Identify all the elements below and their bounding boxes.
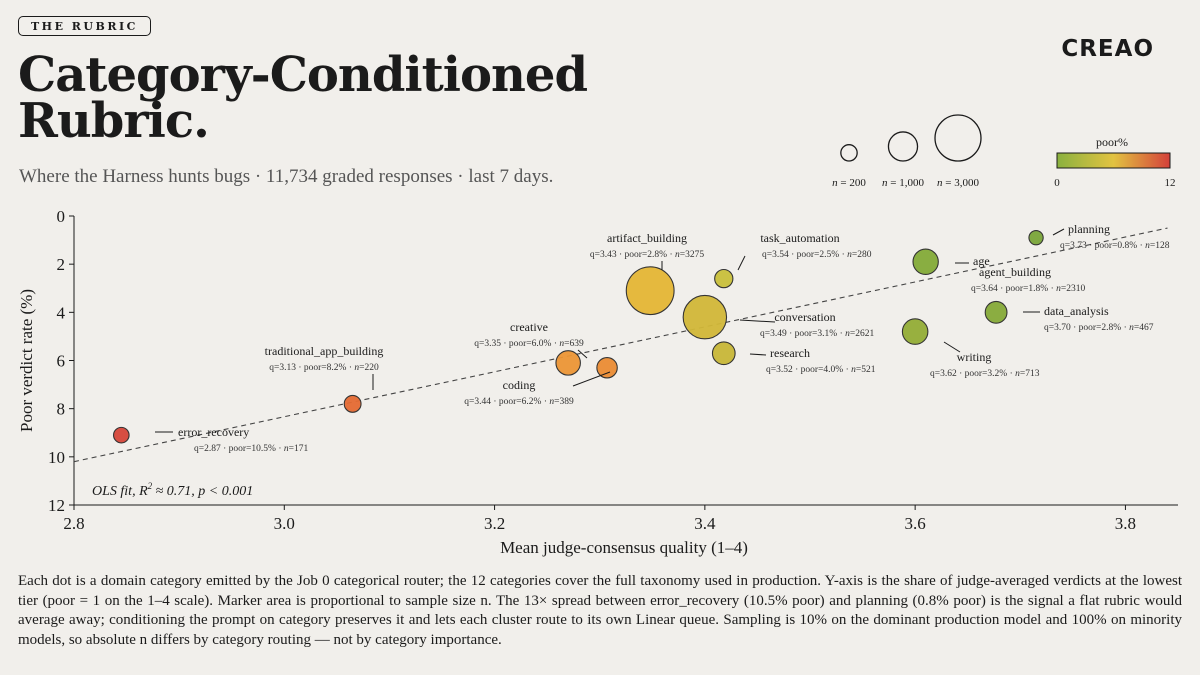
creao-logo: CREAO (1061, 36, 1154, 62)
stat-traditional-app-building: q=3.13 · poor=8.2% · n=220 (269, 363, 379, 373)
leader-conversation (739, 319, 776, 323)
leader-writing (943, 341, 961, 353)
point-traditional-app-building (343, 394, 362, 413)
label-age: age (973, 254, 990, 268)
label-artifact-building: artifact_building (607, 231, 687, 245)
label-data-analysis: data_analysis (1044, 304, 1109, 318)
point-coding (596, 356, 618, 379)
stat-coding: q=3.44 · poor=6.2% · n=389 (464, 397, 574, 407)
point-data-analysis (984, 300, 1008, 324)
label-agent-building: agent_building (979, 265, 1051, 279)
title-line-1: Category-Conditioned (18, 47, 588, 103)
legend-color-max: 12 (1165, 177, 1176, 189)
stat-agent-building: q=3.64 · poor=1.8% · n=2310 (971, 284, 1085, 294)
legend-size-label: n = 200 (832, 177, 866, 189)
label-coding: coding (503, 378, 536, 392)
stat-error-recovery: q=2.87 · poor=10.5% · n=171 (194, 444, 308, 454)
x-tick-label: 3.8 (1115, 514, 1136, 533)
leader-research (749, 353, 767, 356)
legend-color-min: 0 (1054, 177, 1060, 189)
stat-writing: q=3.62 · poor=3.2% · n=713 (930, 369, 1040, 379)
y-tick-label: 8 (57, 400, 66, 419)
label-creative: creative (510, 320, 548, 334)
rubric-badge: THE RUBRIC (18, 16, 151, 36)
y-tick-label: 2 (57, 255, 66, 274)
stat-conversation: q=3.49 · poor=3.1% · n=2621 (760, 329, 874, 339)
stat-planning: q=3.73 · poor=0.8% · n=128 (1060, 241, 1170, 251)
legend-size-circle (887, 131, 919, 162)
label-conversation: conversation (774, 310, 835, 324)
legend-color-bar (1056, 152, 1171, 169)
chart-axes: 2.8 3.0 3.2 3.4 3.6 3.8 0 2 4 6 8 10 12 Mean judge-co… (17, 207, 1178, 557)
stat-artifact-building: q=3.43 · poor=2.8% · n=3275 (590, 250, 704, 260)
point-artifact-building (625, 266, 675, 316)
legend: n = 200 n = 1,000 n = 3,000 poor% 0 12 (832, 114, 1176, 189)
stat-research: q=3.52 · poor=4.0% · n=521 (766, 365, 876, 375)
x-tick-label: 2.8 (63, 514, 84, 533)
x-tick-label: 3.6 (905, 514, 926, 533)
x-tick-label: 3.0 (274, 514, 295, 533)
label-writing: writing (957, 350, 992, 364)
y-axis-label: Poor verdict rate (%) (17, 289, 36, 432)
chart-caption: Each dot is a domain category emitted by… (18, 573, 1182, 648)
point-labels: error_recovery q=2.87 · poor=10.5% · n=17… (155, 222, 1170, 454)
legend-size-label: n = 3,000 (937, 177, 979, 189)
point-age (912, 248, 939, 275)
title-line-2: Rubric. (18, 93, 210, 149)
data-points (112, 229, 1044, 444)
leader-coding (572, 371, 611, 387)
legend-size-circle (840, 144, 858, 162)
stat-task-automation: q=3.54 · poor=2.5% · n=280 (762, 250, 872, 260)
legend-size-label: n = 1,000 (882, 177, 924, 189)
y-tick-label: 10 (48, 448, 65, 467)
point-creative (555, 350, 581, 376)
stat-data-analysis: q=3.70 · poor=2.8% · n=467 (1044, 323, 1154, 333)
y-tick-label: 0 (57, 207, 66, 226)
point-task-automation (714, 268, 734, 289)
label-research: research (770, 346, 810, 360)
page-subtitle: Where the Harness hunts bugs · 11,734 gr… (19, 166, 554, 187)
page-title: Category-Conditioned Rubric. (18, 47, 588, 149)
y-tick-label: 12 (48, 496, 65, 515)
x-tick-label: 3.2 (484, 514, 505, 533)
label-planning: planning (1068, 222, 1110, 236)
y-tick-label: 4 (57, 303, 66, 322)
x-tick-label: 3.4 (694, 514, 716, 533)
leader-creative (577, 349, 588, 359)
leader-planning (1052, 228, 1065, 236)
y-tick-label: 6 (57, 352, 66, 371)
point-planning (1028, 229, 1044, 246)
label-task-automation: task_automation (760, 231, 839, 245)
point-error-recovery (112, 426, 130, 444)
stat-creative: q=3.35 · poor=6.0% · n=639 (474, 339, 584, 349)
leader-task-automation (737, 255, 746, 271)
legend-size-circle (934, 114, 982, 162)
fit-annotation: OLS fit, R2 ≈ 0.71, p < 0.001 (92, 481, 253, 499)
label-error-recovery: error_recovery (178, 425, 249, 439)
x-axis-label: Mean judge-consensus quality (1–4) (500, 538, 748, 557)
point-research (711, 341, 736, 366)
label-traditional-app-building: traditional_app_building (265, 344, 384, 358)
scatter-chart: n = 200 n = 1,000 n = 3,000 poor% 0 12 2.8 3.0… (17, 114, 1178, 557)
point-writing (901, 318, 929, 345)
ols-fit-line (73, 227, 1168, 463)
fit-line-group: OLS fit, R2 ≈ 0.71, p < 0.001 (73, 227, 1168, 499)
point-conversation (682, 294, 728, 340)
legend-color-title: poor% (1096, 135, 1128, 149)
